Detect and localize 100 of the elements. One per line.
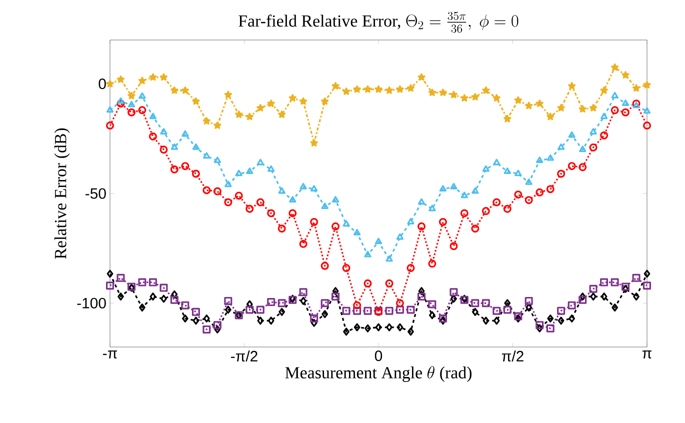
point <box>160 294 167 303</box>
point <box>643 282 652 290</box>
point <box>600 292 608 301</box>
point <box>632 84 640 92</box>
point <box>460 94 468 102</box>
point <box>578 105 586 112</box>
point <box>213 187 222 196</box>
point <box>493 316 500 325</box>
point <box>246 168 254 174</box>
point <box>428 204 436 212</box>
point <box>460 209 468 218</box>
point <box>300 182 307 190</box>
point <box>472 187 479 194</box>
point <box>428 300 436 308</box>
x-tick-label: π/2 <box>502 350 524 362</box>
point <box>578 296 587 304</box>
point <box>214 156 221 164</box>
point <box>332 292 340 301</box>
point <box>138 92 146 99</box>
point <box>288 209 297 218</box>
point <box>224 90 232 98</box>
point <box>546 154 554 161</box>
point <box>181 162 190 170</box>
point <box>385 279 394 288</box>
point <box>482 316 490 325</box>
point <box>364 306 372 315</box>
point <box>170 86 178 94</box>
point <box>482 86 490 94</box>
point <box>546 324 554 332</box>
point <box>267 209 276 218</box>
y-tick-label: -100 <box>77 298 106 308</box>
point <box>289 196 296 202</box>
point <box>450 288 458 296</box>
point <box>439 185 447 192</box>
point <box>536 321 544 330</box>
point <box>342 220 350 227</box>
point <box>568 131 576 138</box>
point <box>234 192 243 200</box>
point <box>546 185 554 194</box>
point <box>224 180 232 188</box>
point <box>492 94 500 102</box>
point <box>138 106 146 114</box>
point <box>396 233 404 240</box>
point <box>310 139 318 146</box>
point <box>160 284 168 292</box>
point <box>214 325 221 334</box>
point <box>579 292 586 301</box>
point <box>181 301 190 310</box>
point <box>406 84 415 92</box>
point <box>278 224 286 233</box>
point <box>342 306 350 315</box>
point <box>482 207 490 216</box>
point <box>364 250 372 258</box>
point <box>439 88 447 96</box>
point <box>471 299 480 308</box>
point <box>192 170 200 178</box>
point <box>589 104 598 112</box>
point <box>288 94 296 102</box>
point <box>600 86 608 94</box>
point <box>450 90 458 98</box>
point <box>128 100 136 108</box>
point <box>536 188 544 196</box>
point <box>386 255 393 262</box>
point <box>299 97 308 105</box>
point <box>374 85 382 93</box>
point <box>396 323 404 332</box>
x-tick-label: π <box>642 350 652 359</box>
point <box>310 218 318 226</box>
point <box>106 80 114 88</box>
point <box>256 158 264 166</box>
point <box>418 222 426 230</box>
point <box>202 117 210 125</box>
point <box>408 328 414 336</box>
point <box>450 294 457 303</box>
point <box>214 122 222 129</box>
point <box>322 310 328 318</box>
point <box>310 185 318 192</box>
chart-title: $\text{Far-field Relative Error, }\Theta_2 = \frac{35\pi}{36},\ \phi = 0$ <box>238 12 518 33</box>
point <box>558 316 564 325</box>
point <box>503 306 512 314</box>
point <box>482 299 490 308</box>
point <box>590 292 596 301</box>
point <box>332 287 339 296</box>
point <box>546 112 554 120</box>
point <box>148 278 157 286</box>
point <box>353 85 361 93</box>
point <box>632 274 640 282</box>
point <box>106 106 114 113</box>
y-axis-title: Relative Error (dB) <box>54 128 70 259</box>
point <box>116 100 125 108</box>
point <box>116 274 125 282</box>
x-tick-label: -π/2 <box>231 350 258 362</box>
point <box>106 122 114 130</box>
point <box>438 218 447 226</box>
point <box>438 314 447 322</box>
point <box>310 318 318 327</box>
point <box>224 296 232 305</box>
point <box>503 204 512 213</box>
point <box>342 88 350 95</box>
point <box>460 192 468 198</box>
